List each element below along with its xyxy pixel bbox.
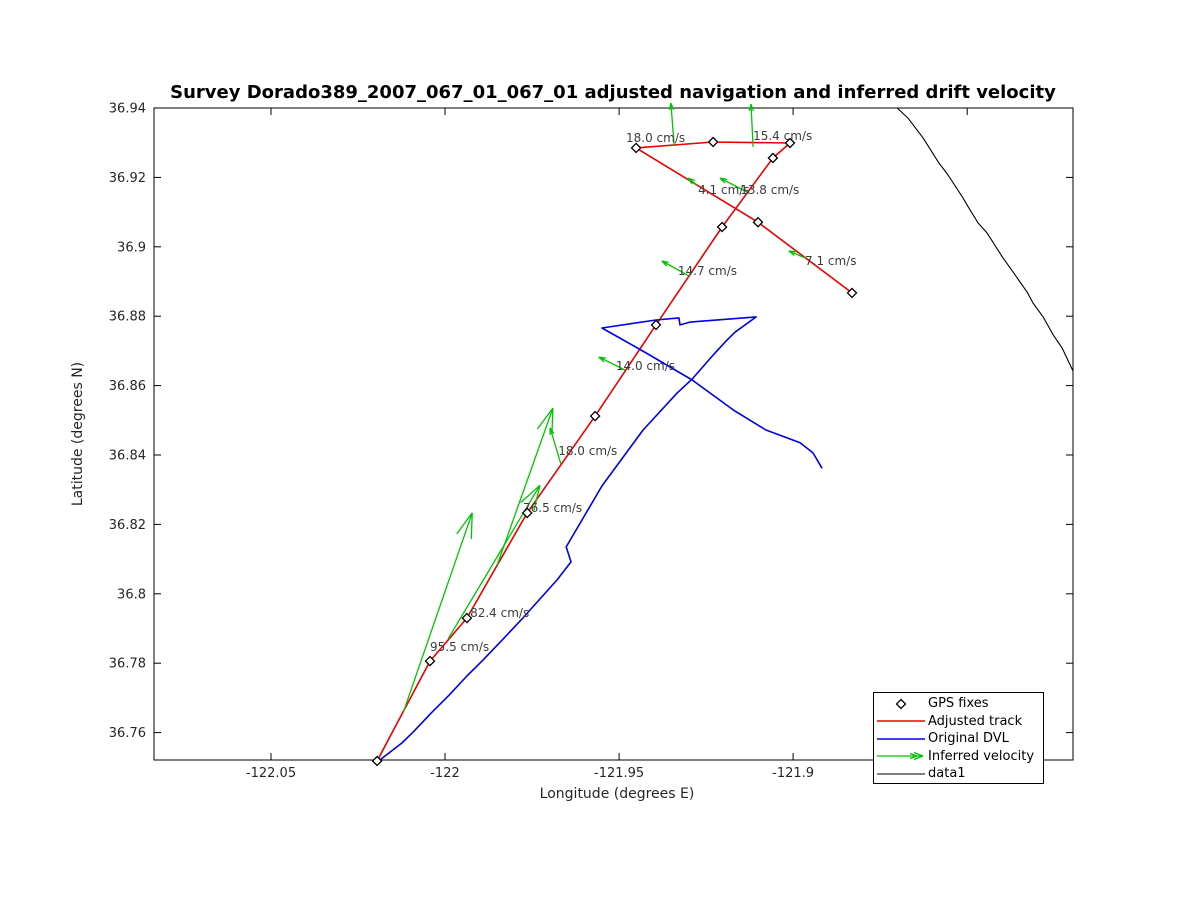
legend-item-adjusted-track: Adjusted track (874, 713, 1043, 731)
original-dvl-line (376, 316, 823, 763)
velocity-label: 4.1 cm/s (698, 183, 749, 197)
velocity-arrow-head (470, 512, 473, 539)
legend-item-original-dvl: Original DVL (874, 730, 1043, 748)
velocity-arrow-head (456, 512, 473, 535)
legend-box: GPS fixes Adjusted track Original DVL In… (873, 692, 1044, 784)
y-tick-label: 36.8 (117, 587, 146, 602)
data1-line-icon (874, 767, 928, 781)
velocity-arrow-stem (719, 177, 748, 193)
gps-fix-marker (650, 319, 662, 331)
gps-fixes-marker-icon (874, 697, 928, 711)
legend-item-data1: data1 (874, 765, 1043, 783)
velocity-arrow-head (520, 484, 541, 504)
velocity-arrow-head (536, 407, 554, 430)
gps-fix-marker (716, 221, 728, 233)
velocity-label: 18.0 cm/s (558, 444, 617, 458)
velocity-arrow-head (668, 102, 672, 111)
inferred-velocity-arrow-icon (874, 749, 928, 763)
legend-label: Original DVL (928, 731, 1009, 747)
velocity-arrow-head (687, 177, 693, 185)
velocity-arrow-head (533, 485, 541, 511)
velocity-arrow-stem (598, 356, 626, 371)
legend-item-inferred-velocity: Inferred velocity (874, 748, 1043, 766)
gps-fix-marker (630, 142, 642, 154)
velocity-label: 14.7 cm/s (678, 264, 737, 278)
velocity-arrow-stem (670, 103, 675, 146)
velocity-arrow-head (788, 250, 796, 253)
gps-fix-marker (784, 137, 796, 149)
gps-fix-marker (371, 755, 383, 767)
velocity-label: 14.0 cm/s (616, 359, 675, 373)
y-tick-label: 36.94 (109, 102, 146, 117)
x-tick-label: -122.05 (246, 766, 296, 781)
tick-labels: -122.05-122-121.95-121.9-121.8536.7636.7… (109, 102, 993, 782)
gps-fix-marker (767, 152, 779, 164)
gps-fix-marker (521, 507, 533, 519)
velocity-arrow-stem (549, 427, 562, 465)
chart-title: Survey Dorado389_2007_067_01_067_01 adju… (170, 82, 1056, 103)
y-axis-label: Latitude (degrees N) (70, 361, 86, 507)
velocity-arrow-stem (402, 512, 473, 712)
velocity-arrow-head (598, 356, 605, 363)
velocity-arrows (402, 102, 806, 712)
gps-fix-marker (707, 136, 719, 148)
velocity-label: 76.5 cm/s (523, 501, 582, 515)
velocity-arrow-stem (496, 407, 554, 566)
x-axis-label: Longitude (degrees E) (539, 786, 695, 802)
y-tick-label: 36.92 (109, 171, 146, 186)
gps-fix-marker (846, 287, 858, 299)
velocity-arrow-head (748, 104, 752, 112)
gps-fix-marker (424, 655, 436, 667)
velocity-arrow-head (661, 260, 669, 264)
gps-fix-marker (752, 216, 764, 228)
y-tick-label: 36.88 (109, 310, 146, 325)
gps-fix-marker (461, 612, 473, 624)
velocity-label: 82.4 cm/s (470, 606, 529, 620)
y-tick-label: 36.76 (109, 726, 146, 741)
velocity-arrow-head (687, 177, 695, 182)
data1-line (896, 107, 1074, 372)
y-tick-label: 36.78 (109, 657, 146, 672)
velocity-arrow-stem (661, 260, 690, 277)
velocity-label: 7.1 cm/s (805, 254, 856, 268)
velocity-arrow-head (598, 356, 606, 359)
velocity-arrow-head (549, 427, 555, 435)
axis-ticks (154, 107, 1073, 760)
plot-box (153, 107, 1074, 761)
velocity-label: 13.8 cm/s (740, 183, 799, 197)
gps-fix-markers (371, 136, 858, 767)
x-tick-label: -121.9 (772, 766, 814, 781)
x-tick-label: -122 (430, 766, 460, 781)
velocity-arrow-stem (750, 104, 754, 147)
velocity-label: 15.4 cm/s (753, 129, 812, 143)
velocity-label: 95.5 cm/s (430, 640, 489, 654)
original-dvl-line-icon (874, 732, 928, 746)
velocity-arrow-head (750, 103, 755, 112)
velocity-arrow-head (661, 260, 668, 267)
velocity-arrow-stem (788, 250, 806, 259)
gps-fix-marker (589, 410, 601, 422)
velocity-arrow-head (788, 250, 795, 256)
y-tick-label: 36.86 (109, 379, 146, 394)
velocity-arrow-head (719, 177, 728, 180)
legend-label: data1 (928, 766, 966, 782)
velocity-arrow-head (670, 102, 675, 110)
adjusted-track-line-icon (874, 714, 928, 728)
x-tick-label: -121.95 (594, 766, 644, 781)
velocity-arrow-head (719, 177, 726, 184)
velocity-labels: 95.5 cm/s 82.4 cm/s 76.5 cm/s 18.0 cm/s 14.0… (430, 129, 856, 654)
velocity-label: 18.0 cm/s (626, 131, 685, 145)
legend-label: Adjusted track (928, 713, 1023, 729)
y-tick-label: 36.84 (109, 449, 146, 464)
legend-label: Inferred velocity (928, 748, 1035, 764)
y-tick-label: 36.9 (117, 240, 146, 255)
y-tick-label: 36.82 (109, 518, 146, 533)
legend-item-gps-fixes: GPS fixes (874, 695, 1043, 713)
legend-label: GPS fixes (928, 696, 989, 712)
